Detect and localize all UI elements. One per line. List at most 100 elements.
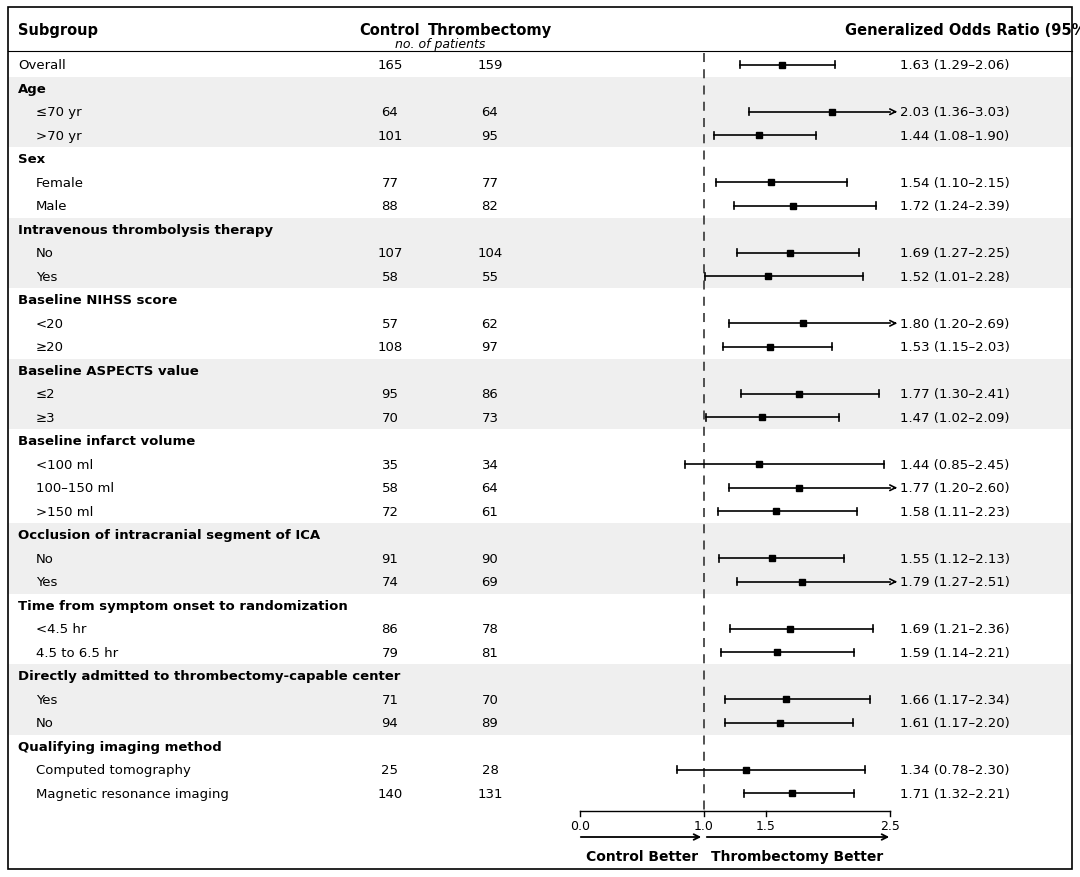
- Bar: [8, 406, 1072, 430]
- Bar: [8, 77, 1072, 101]
- Text: 69: 69: [482, 575, 498, 588]
- Text: 4.5 to 6.5 hr: 4.5 to 6.5 hr: [36, 646, 118, 659]
- Text: 82: 82: [482, 200, 499, 213]
- Bar: [774, 650, 780, 655]
- Text: 1.54 (1.10–2.15): 1.54 (1.10–2.15): [900, 176, 1010, 189]
- Text: 34: 34: [482, 458, 499, 471]
- Text: 58: 58: [381, 481, 399, 495]
- Text: 70: 70: [381, 411, 399, 424]
- Text: 35: 35: [381, 458, 399, 471]
- Text: 73: 73: [482, 411, 499, 424]
- Text: 107: 107: [377, 247, 403, 260]
- Text: 165: 165: [377, 59, 403, 72]
- Text: 72: 72: [381, 505, 399, 518]
- Text: Yes: Yes: [36, 270, 57, 283]
- Text: 140: 140: [377, 787, 403, 800]
- Text: 1.71 (1.32–2.21): 1.71 (1.32–2.21): [900, 787, 1010, 800]
- Text: 1.58 (1.11–2.23): 1.58 (1.11–2.23): [900, 505, 1010, 518]
- Text: 1.55 (1.12–2.13): 1.55 (1.12–2.13): [900, 553, 1010, 565]
- Bar: [8, 242, 1072, 265]
- Bar: [8, 125, 1072, 148]
- Text: 0.0: 0.0: [570, 819, 590, 832]
- Text: 58: 58: [381, 270, 399, 283]
- Text: 25: 25: [381, 763, 399, 776]
- Bar: [828, 110, 835, 116]
- Bar: [756, 461, 761, 467]
- Text: Female: Female: [36, 176, 84, 189]
- Text: 1.44 (1.08–1.90): 1.44 (1.08–1.90): [900, 130, 1009, 143]
- Text: Baseline NIHSS score: Baseline NIHSS score: [18, 294, 177, 307]
- Text: 89: 89: [482, 717, 498, 730]
- Text: 1.53 (1.15–2.03): 1.53 (1.15–2.03): [900, 341, 1010, 353]
- Text: 94: 94: [381, 717, 399, 730]
- Text: Yes: Yes: [36, 575, 57, 588]
- Text: Male: Male: [36, 200, 67, 213]
- Text: Control: Control: [360, 23, 420, 38]
- Text: 86: 86: [381, 623, 399, 636]
- Text: 77: 77: [482, 176, 499, 189]
- Bar: [8, 265, 1072, 289]
- Text: 64: 64: [482, 106, 498, 119]
- Bar: [8, 218, 1072, 242]
- Bar: [768, 180, 774, 186]
- Text: ≥20: ≥20: [36, 341, 64, 353]
- Bar: [743, 766, 750, 773]
- Text: Time from symptom onset to randomization: Time from symptom onset to randomization: [18, 599, 348, 612]
- Text: <4.5 hr: <4.5 hr: [36, 623, 86, 636]
- Text: 64: 64: [381, 106, 399, 119]
- Text: Overall: Overall: [18, 59, 66, 72]
- Text: 78: 78: [482, 623, 499, 636]
- Text: Control Better: Control Better: [586, 849, 698, 863]
- Text: 1.69 (1.21–2.36): 1.69 (1.21–2.36): [900, 623, 1010, 636]
- Text: Subgroup: Subgroup: [18, 23, 98, 38]
- Bar: [8, 711, 1072, 735]
- Text: 131: 131: [477, 787, 503, 800]
- Text: Magnetic resonance imaging: Magnetic resonance imaging: [36, 787, 229, 800]
- Bar: [783, 696, 788, 702]
- Text: Thrombectomy Better: Thrombectomy Better: [711, 849, 883, 863]
- Text: 1.72 (1.24–2.39): 1.72 (1.24–2.39): [900, 200, 1010, 213]
- Text: 77: 77: [381, 176, 399, 189]
- Text: 159: 159: [477, 59, 502, 72]
- Text: >70 yr: >70 yr: [36, 130, 82, 143]
- Text: no. of patients: no. of patients: [395, 38, 485, 51]
- Text: 2.03 (1.36–3.03): 2.03 (1.36–3.03): [900, 106, 1010, 119]
- Text: 57: 57: [381, 317, 399, 331]
- Bar: [791, 203, 796, 210]
- Bar: [766, 274, 771, 280]
- Text: 61: 61: [482, 505, 499, 518]
- Bar: [767, 345, 772, 350]
- Text: No: No: [36, 717, 54, 730]
- Text: 1.34 (0.78–2.30): 1.34 (0.78–2.30): [900, 763, 1010, 776]
- Text: Qualifying imaging method: Qualifying imaging method: [18, 740, 221, 752]
- Bar: [8, 688, 1072, 711]
- Text: 97: 97: [482, 341, 499, 353]
- Bar: [786, 251, 793, 256]
- Text: Sex: Sex: [18, 153, 45, 166]
- Text: 95: 95: [482, 130, 499, 143]
- Text: 1.0: 1.0: [694, 819, 714, 832]
- Text: 1.52 (1.01–2.28): 1.52 (1.01–2.28): [900, 270, 1010, 283]
- Bar: [756, 133, 761, 139]
- Text: 81: 81: [482, 646, 499, 659]
- Text: >150 ml: >150 ml: [36, 505, 93, 518]
- Bar: [8, 524, 1072, 547]
- Text: 90: 90: [482, 553, 498, 565]
- Text: 64: 64: [482, 481, 498, 495]
- Text: 55: 55: [482, 270, 499, 283]
- Text: ≥3: ≥3: [36, 411, 56, 424]
- Text: 1.61 (1.17–2.20): 1.61 (1.17–2.20): [900, 717, 1010, 730]
- Text: 2.5: 2.5: [880, 819, 900, 832]
- Bar: [759, 415, 766, 421]
- Bar: [8, 382, 1072, 406]
- Text: 79: 79: [381, 646, 399, 659]
- Text: Occlusion of intracranial segment of ICA: Occlusion of intracranial segment of ICA: [18, 529, 320, 542]
- Bar: [773, 509, 779, 515]
- Text: Generalized Odds Ratio (95% CI): Generalized Odds Ratio (95% CI): [846, 23, 1080, 38]
- Text: 1.44 (0.85–2.45): 1.44 (0.85–2.45): [900, 458, 1010, 471]
- Text: Directly admitted to thrombectomy-capable center: Directly admitted to thrombectomy-capabl…: [18, 669, 401, 682]
- Text: 1.79 (1.27–2.51): 1.79 (1.27–2.51): [900, 575, 1010, 588]
- Text: Yes: Yes: [36, 693, 57, 706]
- Text: ≤70 yr: ≤70 yr: [36, 106, 82, 119]
- Text: <20: <20: [36, 317, 64, 331]
